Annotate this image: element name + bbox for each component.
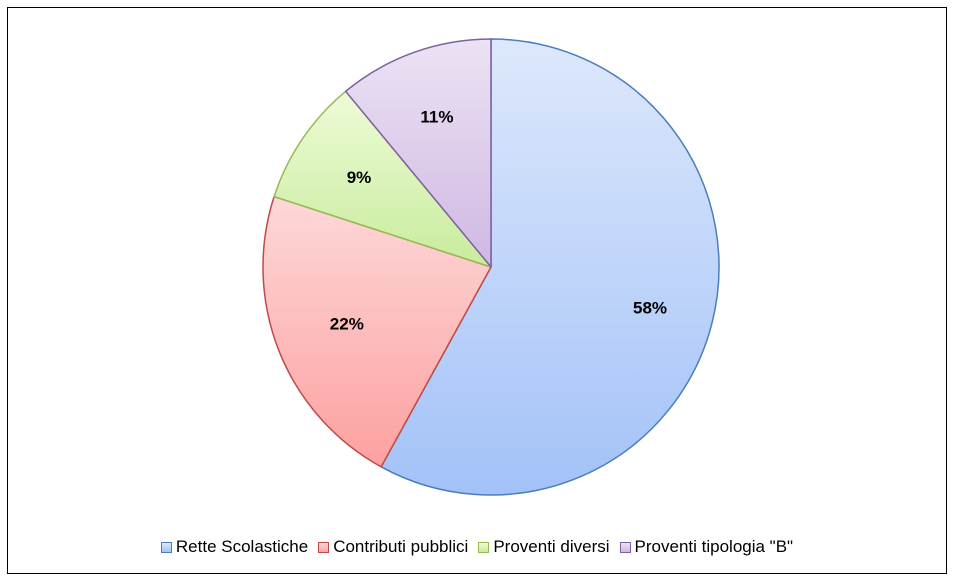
data-label-proventi-diversi: 9%: [347, 168, 372, 187]
pie-slice-rette-scolastiche: [380, 38, 720, 496]
pie-slice-proventi-diversi: [273, 90, 492, 268]
legend-label-proventi-tipologia-b: Proventi tipologia "B": [634, 537, 794, 556]
legend-label-proventi-diversi: Proventi diversi: [493, 537, 610, 556]
legend-item-proventi-diversi: Proventi diversi: [478, 537, 610, 557]
legend-label-rette-scolastiche: Rette Scolastiche: [175, 537, 309, 556]
legend-label-contributi-pubblici: Contributi pubblici: [333, 537, 469, 556]
pie-data-labels: 58% 22% 9% 11%: [330, 107, 667, 333]
data-label-contributi-pubblici: 22%: [330, 315, 364, 334]
pie-slice-contributi-pubblici: [262, 195, 492, 468]
legend-swatch-contributi-pubblici: [318, 541, 330, 553]
legend-item-proventi-tipologia-b: Proventi tipologia "B": [619, 537, 794, 557]
data-label-rette-scolastiche: 58%: [633, 298, 667, 317]
legend-swatch-proventi-diversi: [478, 541, 490, 553]
data-label-proventi-tipologia-b: 11%: [420, 107, 453, 126]
legend-swatch-proventi-tipologia-b: [619, 541, 631, 553]
pie-slice-proventi-tipologia-b: [344, 38, 492, 268]
pie-slices: [262, 38, 720, 496]
legend-item-contributi-pubblici: Contributi pubblici: [318, 537, 468, 557]
legend-swatch-rette-scolastiche: [160, 541, 172, 553]
legend-item-rette-scolastiche: Rette Scolastiche: [160, 537, 309, 557]
chart-legend: Rette Scolastiche Contributi pubblici Prov…: [0, 537, 954, 557]
